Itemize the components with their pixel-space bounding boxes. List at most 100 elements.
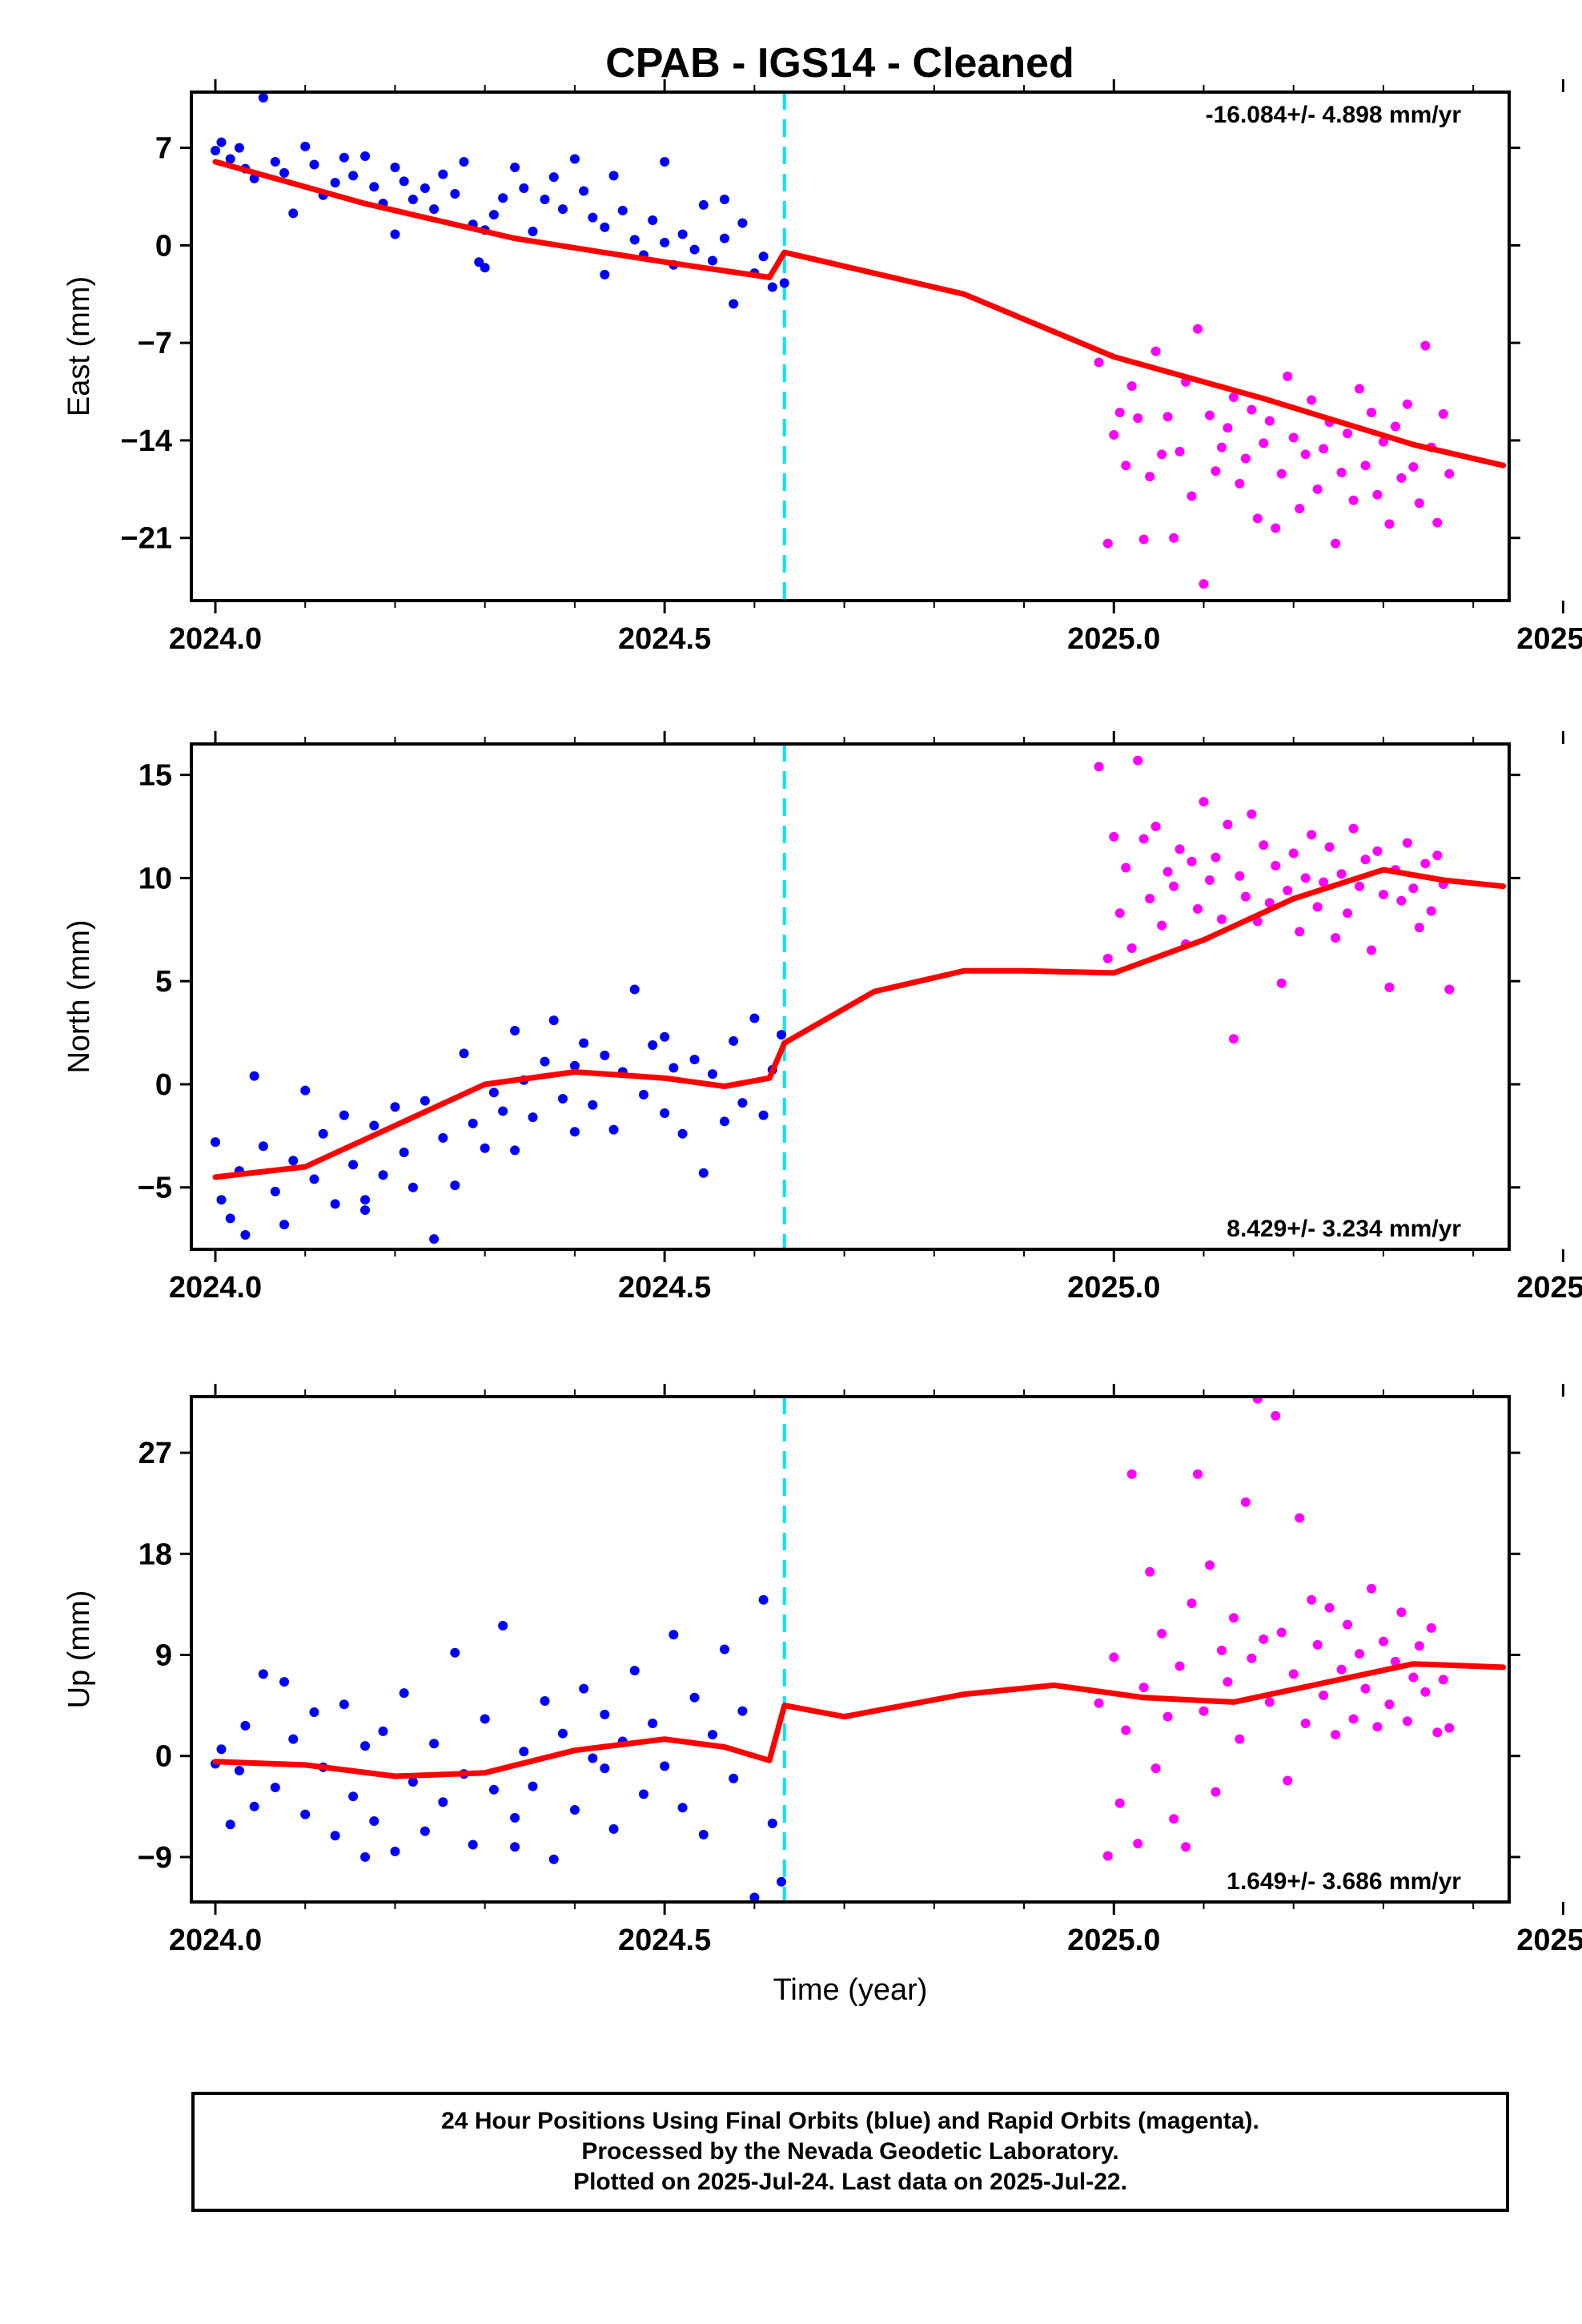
up-y-axis-title: Up (mm) (62, 1590, 96, 1709)
east-final-point (488, 210, 499, 220)
east-rapid-point (1295, 504, 1305, 514)
up-model-fit-before (212, 1736, 773, 1779)
up-points (211, 1397, 1455, 1902)
up-rapid-point (1336, 1664, 1347, 1675)
east-rapid-point (1223, 423, 1233, 433)
up-rapid-point (1121, 1725, 1131, 1735)
north-rapid-point (1193, 904, 1203, 915)
up-rapid-point (1193, 1469, 1203, 1479)
east-rapid-point (1114, 408, 1125, 418)
north-final-point (378, 1170, 388, 1180)
up-rapid-point (1186, 1598, 1197, 1609)
east-final-point (420, 183, 430, 194)
up-rapid-point (1384, 1699, 1395, 1710)
up-final-point (729, 1773, 739, 1783)
up-final-point (540, 1696, 550, 1707)
east-final-point (390, 162, 400, 172)
east-rapid-point (1247, 404, 1257, 415)
up-rapid-point (1366, 1583, 1376, 1594)
up-rapid-point (1102, 1851, 1113, 1861)
east-y-axis-title: East (mm) (62, 276, 96, 416)
up-final-point (689, 1692, 700, 1703)
north-rapid-point (1157, 920, 1167, 931)
east-xtick-label: 2025.0 (1067, 622, 1160, 656)
up-rapid-point (1264, 1697, 1275, 1707)
east-final-point (648, 215, 658, 226)
up-rapid-point (1438, 1675, 1448, 1685)
east-rapid-point (1186, 491, 1197, 501)
east-final-point (330, 178, 340, 188)
x-axis-title: Time (year) (773, 1973, 928, 2007)
north-final-point (330, 1199, 340, 1209)
footer-note: 24 Hour Positions Using Final Orbits (bl… (191, 2092, 1509, 2212)
east-final-point (288, 208, 299, 219)
up-rapid-point (1396, 1607, 1407, 1618)
up-rapid-point (1444, 1723, 1455, 1733)
east-points (211, 92, 1455, 589)
north-final-point (660, 1108, 670, 1119)
up-final-point (488, 1784, 499, 1795)
north-rapid-point (1300, 873, 1311, 883)
north-final-point (288, 1156, 299, 1166)
up-rapid-point (1276, 1627, 1287, 1638)
north-rapid-point (1408, 883, 1419, 894)
up-rapid-point (1199, 1706, 1209, 1716)
north-final-point (399, 1147, 409, 1157)
up-rapid-point (1094, 1698, 1104, 1708)
east-rapid-point (1402, 399, 1412, 409)
east-final-point (309, 159, 319, 170)
up-rapid-point (1378, 1636, 1388, 1647)
north-final-point (408, 1182, 418, 1192)
up-rapid-point (1414, 1641, 1424, 1651)
north-final-point (540, 1056, 550, 1067)
up-final-point (600, 1709, 610, 1719)
east-rapid-point (1252, 513, 1263, 524)
north-final-point (369, 1120, 379, 1131)
up-final-point (300, 1809, 311, 1819)
up-rapid-point (1331, 1730, 1341, 1740)
north-final-point (707, 1069, 717, 1080)
north-final-point (648, 1040, 658, 1051)
east-final-point (438, 169, 448, 179)
east-final-point (719, 194, 729, 204)
up-rapid-point (1228, 1613, 1239, 1623)
up-final-point (378, 1726, 388, 1736)
east-rapid-point (1204, 410, 1215, 420)
up-rapid-point (1133, 1839, 1143, 1849)
north-points (211, 755, 1455, 1244)
north-final-point (510, 1025, 520, 1035)
north-final-point (588, 1100, 598, 1110)
up-rapid-point (1372, 1722, 1383, 1732)
up-final-point (737, 1706, 748, 1716)
up-final-point (600, 1763, 610, 1774)
north-final-point (669, 1063, 679, 1073)
north-final-point (390, 1102, 400, 1112)
up-rapid-point (1360, 1683, 1371, 1694)
up-final-point (279, 1677, 290, 1687)
east-rapid-point (1138, 534, 1149, 545)
east-rapid-point (1216, 442, 1227, 452)
north-final-point (488, 1088, 499, 1098)
east-rapid-point (1157, 449, 1167, 460)
north-rapid-point (1414, 923, 1424, 933)
north-final-point (438, 1132, 448, 1143)
up-rapid-point (1319, 1690, 1329, 1700)
north-ytick-label: 10 (139, 862, 172, 895)
east-rapid-point (1126, 381, 1137, 392)
east-rapid-point (1283, 371, 1293, 381)
east-model-fit-after (781, 249, 1507, 468)
east-rapid-point (1211, 466, 1221, 476)
east-rapid-point (1094, 357, 1104, 368)
north-rapid-point (1288, 848, 1299, 858)
north-xtick-label: 2024.5 (618, 1271, 711, 1305)
east-rapid-point (1259, 438, 1269, 448)
up-rapid-point (1211, 1787, 1221, 1797)
north-final-point (528, 1112, 538, 1123)
up-final-point (309, 1707, 319, 1718)
north-rapid-point (1247, 809, 1257, 819)
north-final-point (216, 1195, 227, 1205)
east-rapid-point (1444, 468, 1455, 479)
north-rapid-point (1378, 890, 1388, 900)
north-final-point (600, 1050, 610, 1060)
north-rapid-point (1420, 858, 1431, 869)
